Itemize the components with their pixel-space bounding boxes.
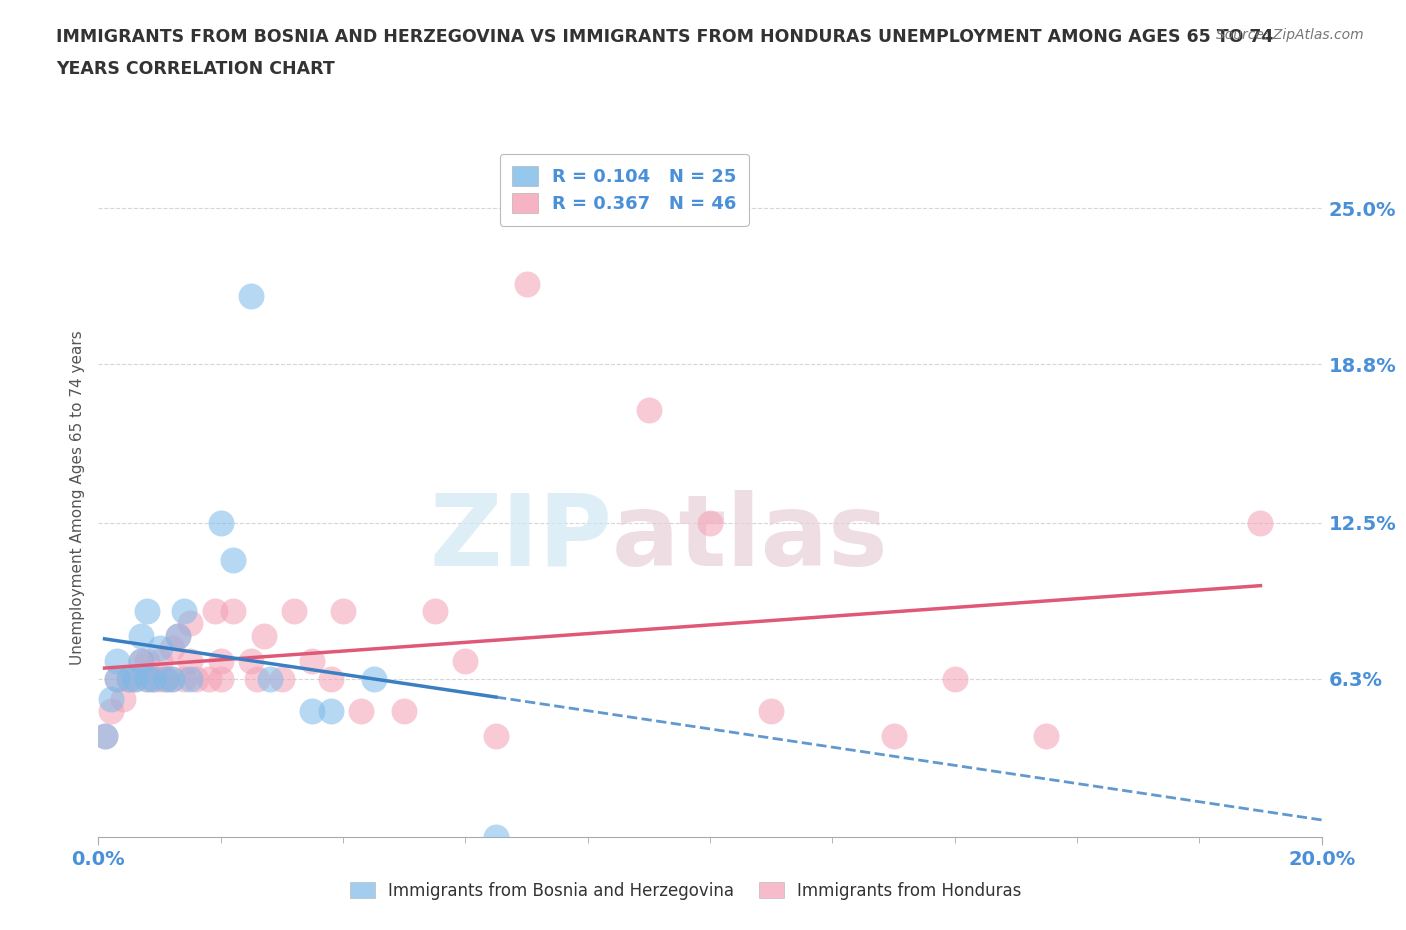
Point [179,616,201,631]
Point [319,671,342,686]
Point [149,641,172,656]
Point [270,671,292,686]
Point [93,729,115,744]
Point [179,654,201,669]
Point [332,604,354,618]
Point [319,704,342,719]
Point [118,671,141,686]
Point [173,671,195,686]
Point [186,671,208,686]
Point [149,671,172,686]
Point [1249,515,1271,530]
Point [883,729,905,744]
Point [197,671,219,686]
Point [124,671,146,686]
Point [129,654,152,669]
Text: atlas: atlas [612,490,889,587]
Point [301,704,323,719]
Point [209,515,232,530]
Point [222,604,245,618]
Point [943,671,966,686]
Point [124,671,146,686]
Text: YEARS CORRELATION CHART: YEARS CORRELATION CHART [56,60,335,78]
Point [173,604,195,618]
Point [136,654,159,669]
Point [129,629,152,644]
Legend: Immigrants from Bosnia and Herzegovina, Immigrants from Honduras: Immigrants from Bosnia and Herzegovina, … [343,875,1028,907]
Point [155,671,177,686]
Point [142,671,165,686]
Point [283,604,305,618]
Point [204,604,226,618]
Point [155,671,177,686]
Point [699,515,721,530]
Text: Source: ZipAtlas.com: Source: ZipAtlas.com [1216,28,1364,42]
Point [136,604,159,618]
Y-axis label: Unemployment Among Ages 65 to 74 years: Unemployment Among Ages 65 to 74 years [69,330,84,665]
Point [1035,729,1057,744]
Point [259,671,281,686]
Point [160,671,183,686]
Point [454,654,477,669]
Point [160,641,183,656]
Point [350,704,373,719]
Point [759,704,782,719]
Point [105,671,128,686]
Point [160,671,183,686]
Point [301,654,323,669]
Point [209,654,232,669]
Point [637,402,661,417]
Point [129,654,152,669]
Point [111,691,134,706]
Point [149,654,172,669]
Point [105,671,128,686]
Point [485,729,508,744]
Text: ZIP: ZIP [429,490,612,587]
Point [100,691,122,706]
Point [516,276,538,291]
Point [392,704,416,719]
Point [222,553,245,568]
Point [118,671,141,686]
Point [136,671,159,686]
Point [167,629,190,644]
Text: IMMIGRANTS FROM BOSNIA AND HERZEGOVINA VS IMMIGRANTS FROM HONDURAS UNEMPLOYMENT : IMMIGRANTS FROM BOSNIA AND HERZEGOVINA V… [56,28,1274,46]
Point [105,654,128,669]
Point [93,729,115,744]
Point [167,629,190,644]
Point [240,289,263,304]
Point [100,704,122,719]
Point [252,629,274,644]
Point [179,671,201,686]
Point [485,830,508,844]
Point [423,604,446,618]
Point [240,654,263,669]
Point [209,671,232,686]
Point [363,671,385,686]
Point [136,671,159,686]
Point [246,671,269,686]
Point [142,671,165,686]
